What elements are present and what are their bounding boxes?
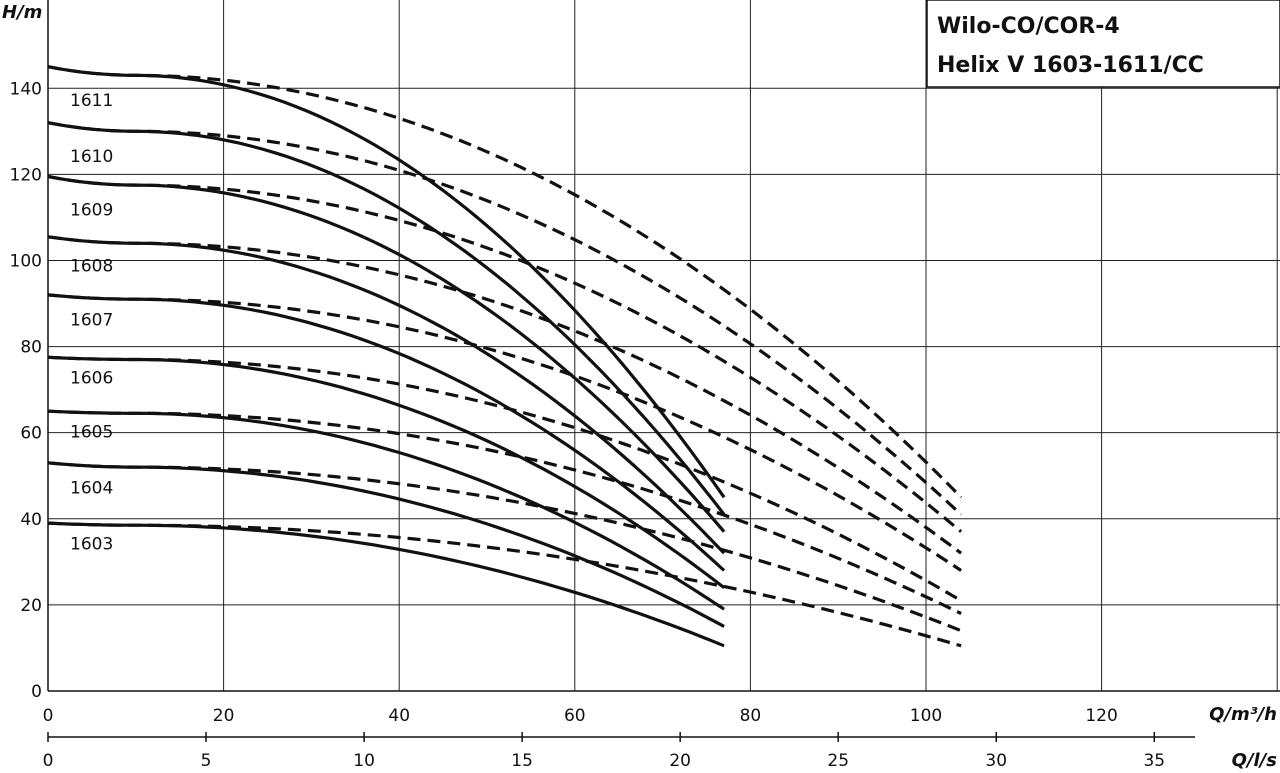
curve-solid-1603: [47, 521, 725, 648]
x-tick-label: 100: [910, 706, 942, 726]
series-label-1603: 1603: [70, 534, 113, 554]
curve-dashed-1607: [47, 293, 962, 572]
grid: [48, 0, 1280, 691]
x2-tick-label: 0: [43, 751, 54, 771]
series-label-1605: 1605: [70, 422, 113, 442]
pump-curves: [47, 65, 963, 648]
title-box-frame: [926, 0, 1280, 88]
curve-dashed-1603: [47, 521, 962, 648]
y-tick-label: 120: [10, 165, 42, 185]
curve-dashed-1610: [47, 121, 963, 516]
curve-solid-1605: [47, 409, 725, 611]
title-box: Wilo-CO/COR-4 Helix V 1603-1611/CC: [926, 0, 1280, 88]
curve-solid-1610: [47, 121, 726, 516]
series-label-1610: 1610: [70, 147, 113, 167]
curve-solid-1606: [47, 355, 726, 589]
series-labels: 1611 1610 1609 1608 1607 1606 1605 1604 1603: [70, 91, 113, 554]
x-tick-label: 120: [1085, 706, 1117, 726]
x-tick-label: 60: [564, 706, 586, 726]
x-tick-label: 80: [740, 706, 762, 726]
curve-dashed-1609: [47, 174, 963, 533]
curve-solid-1604: [47, 461, 725, 628]
curve-dashed-1606: [47, 355, 962, 602]
x-tick-label: 40: [388, 706, 410, 726]
curve-dashed-1608: [47, 235, 963, 555]
curve-dashed-1611: [47, 65, 963, 499]
x2-tick-label: 15: [511, 751, 533, 771]
y-tick-label: 140: [10, 79, 42, 99]
series-label-1604: 1604: [70, 478, 113, 498]
curve-solid-1609: [47, 174, 726, 533]
y-tick-label: 80: [20, 338, 42, 358]
x-tick-label: 20: [213, 706, 235, 726]
series-label-1608: 1608: [70, 257, 113, 277]
curve-solid-1607: [47, 293, 726, 572]
x2-axis-title: Q/l/s: [1232, 750, 1278, 771]
chart-title-line-1: Wilo-CO/COR-4: [937, 14, 1120, 39]
chart-title-line-2: Helix V 1603-1611/CC: [937, 53, 1204, 78]
series-label-1607: 1607: [70, 311, 113, 331]
y-tick-label: 40: [20, 510, 42, 530]
x-axis-title: Q/m³/h: [1209, 704, 1277, 725]
x2-tick-label: 35: [1143, 751, 1165, 771]
x2-tick-label: 25: [827, 751, 849, 771]
y-tick-label: 100: [10, 251, 42, 271]
curve-solid-1608: [47, 235, 726, 555]
series-label-1606: 1606: [70, 369, 113, 389]
x-tick-label: 0: [43, 706, 54, 726]
x2-tick-label: 10: [353, 751, 375, 771]
y-tick-label: 60: [20, 424, 42, 444]
x2-tick-label: 30: [985, 751, 1007, 771]
series-label-1609: 1609: [70, 201, 113, 221]
y-tick-label: 0: [31, 682, 42, 702]
curve-dashed-1605: [47, 409, 962, 615]
curve-solid-1611: [47, 65, 726, 499]
x2-tick-label: 20: [669, 751, 691, 771]
plot-frame: [47, 0, 1280, 692]
x2-tick-label: 5: [201, 751, 212, 771]
y-tick-label: 20: [20, 596, 42, 616]
series-label-1611: 1611: [70, 91, 113, 111]
y-axis-title: H/m: [2, 2, 42, 23]
